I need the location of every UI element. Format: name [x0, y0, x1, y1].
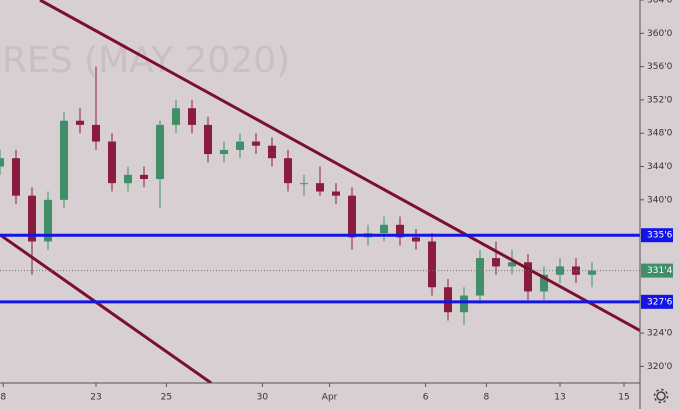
y-tick-label: 324'0 — [647, 329, 673, 339]
y-tick-label: 356'0 — [647, 62, 673, 72]
x-tick-label: 30 — [257, 393, 269, 403]
hline-label-box — [641, 228, 673, 243]
candle-body — [492, 258, 500, 267]
y-tick-label: 364'0 — [647, 0, 673, 6]
y-tick-label: 348'0 — [647, 129, 673, 139]
candle-body — [284, 158, 292, 184]
x-tick-label: Apr — [322, 393, 338, 403]
candle-body — [60, 120, 68, 200]
candle-body — [428, 241, 436, 288]
candle-body — [220, 149, 228, 155]
candle-body — [268, 145, 276, 159]
y-tick-label: 352'0 — [647, 95, 673, 105]
candle-body — [28, 195, 36, 242]
hline-label: 335'6 — [647, 231, 673, 241]
last-price-label: 331'4 — [647, 266, 673, 276]
candle-body — [524, 262, 532, 292]
y-tick-label: 360'0 — [647, 29, 673, 39]
trend-line — [39, 0, 640, 332]
plot-area — [0, 0, 640, 383]
candle-body — [188, 108, 196, 125]
x-tick-label: 8 — [0, 393, 6, 403]
candle-body — [460, 295, 468, 313]
candle-body — [140, 174, 148, 180]
candle-body — [508, 262, 516, 267]
candle-body — [348, 195, 356, 238]
candle-body — [556, 266, 564, 275]
x-tick-label: 25 — [161, 393, 172, 403]
candle-body — [92, 124, 100, 142]
y-tick-label: 320'0 — [647, 362, 673, 372]
candle-body — [108, 141, 116, 184]
candle-body — [444, 287, 452, 313]
x-tick-label: 13 — [554, 393, 565, 403]
settings-icon[interactable] — [653, 388, 669, 404]
trend-line — [0, 233, 213, 383]
candle-body — [12, 158, 20, 196]
candle-body — [412, 237, 420, 242]
candle-body — [236, 141, 244, 150]
candle-body — [540, 274, 548, 292]
hline-label: 327'6 — [647, 297, 673, 307]
candle-body — [300, 183, 308, 185]
candle-body — [124, 174, 132, 184]
candle-body — [316, 183, 324, 192]
candle-body — [476, 258, 484, 296]
candle-body — [156, 124, 164, 180]
y-tick-label: 344'0 — [647, 162, 673, 172]
candle-body — [252, 141, 260, 146]
candle-body — [172, 108, 180, 125]
candle-body — [0, 158, 4, 167]
x-tick-label: 8 — [484, 393, 490, 403]
x-tick-label: 15 — [618, 393, 629, 403]
candle-body — [204, 124, 212, 155]
candle-body — [44, 199, 52, 242]
candle-body — [396, 224, 404, 238]
x-tick-label: 6 — [423, 393, 429, 403]
y-tick-label: 340'0 — [647, 195, 673, 205]
x-tick-label: 23 — [90, 393, 101, 403]
watermark: RES (MAY 2020) — [2, 40, 290, 81]
candle-body — [588, 270, 596, 275]
candle-body — [380, 224, 388, 234]
last-price-box — [641, 263, 673, 278]
candle-body — [332, 191, 340, 196]
hline-label-box — [641, 294, 673, 309]
candle-body — [76, 120, 84, 125]
